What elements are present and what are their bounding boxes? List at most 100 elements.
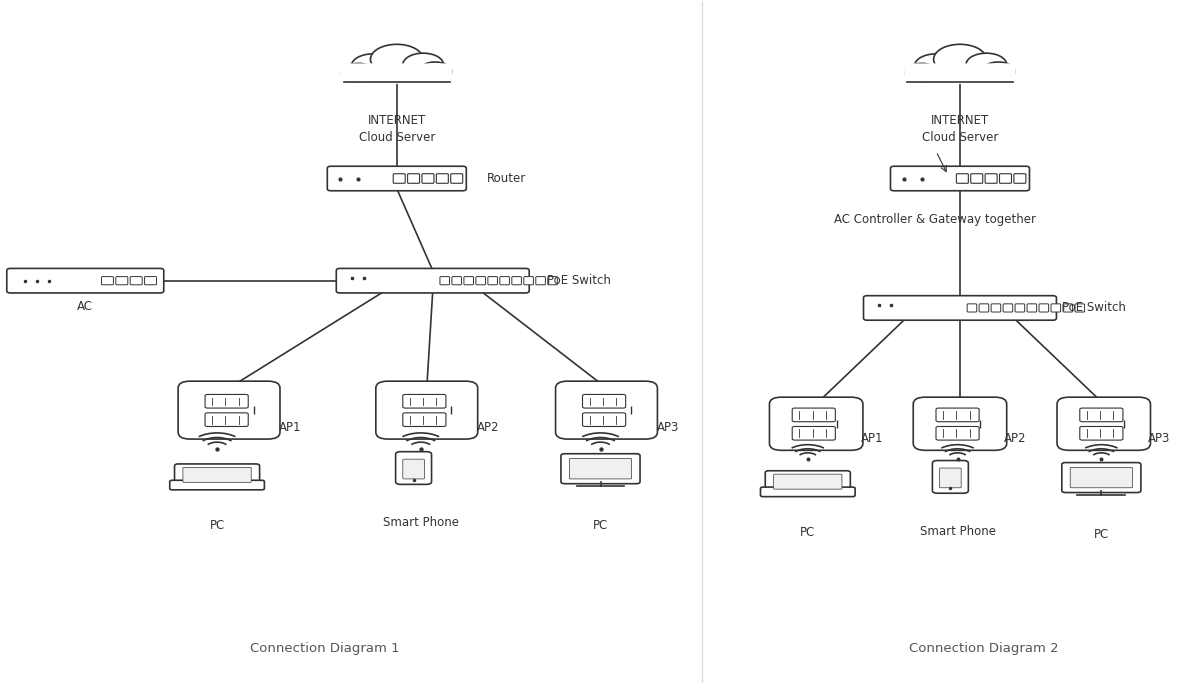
FancyBboxPatch shape bbox=[402, 395, 446, 408]
FancyBboxPatch shape bbox=[115, 276, 127, 285]
FancyBboxPatch shape bbox=[991, 304, 1000, 312]
FancyBboxPatch shape bbox=[864, 295, 1057, 320]
FancyBboxPatch shape bbox=[183, 467, 251, 482]
FancyBboxPatch shape bbox=[904, 64, 1015, 83]
Text: Router: Router bbox=[486, 172, 526, 185]
Text: Smart Phone: Smart Phone bbox=[383, 516, 459, 529]
FancyBboxPatch shape bbox=[582, 413, 626, 426]
Text: PC: PC bbox=[209, 519, 225, 532]
Text: PC: PC bbox=[800, 526, 815, 539]
FancyBboxPatch shape bbox=[450, 174, 462, 183]
Circle shape bbox=[904, 64, 938, 83]
FancyBboxPatch shape bbox=[548, 276, 557, 285]
Text: INTERNET
Cloud Server: INTERNET Cloud Server bbox=[359, 114, 435, 144]
FancyBboxPatch shape bbox=[1051, 304, 1060, 312]
Text: PoE Switch: PoE Switch bbox=[1062, 302, 1125, 315]
FancyBboxPatch shape bbox=[174, 464, 259, 487]
FancyBboxPatch shape bbox=[376, 381, 478, 439]
Text: Smart Phone: Smart Phone bbox=[920, 525, 996, 538]
FancyBboxPatch shape bbox=[407, 174, 419, 183]
FancyBboxPatch shape bbox=[476, 276, 485, 285]
FancyBboxPatch shape bbox=[1063, 304, 1072, 312]
Text: AP1: AP1 bbox=[280, 421, 301, 434]
FancyBboxPatch shape bbox=[336, 268, 530, 293]
FancyBboxPatch shape bbox=[395, 451, 431, 484]
Circle shape bbox=[341, 64, 375, 83]
FancyBboxPatch shape bbox=[999, 174, 1011, 183]
FancyBboxPatch shape bbox=[770, 397, 862, 450]
Circle shape bbox=[418, 62, 452, 81]
FancyBboxPatch shape bbox=[205, 413, 249, 426]
FancyBboxPatch shape bbox=[536, 276, 545, 285]
FancyBboxPatch shape bbox=[556, 381, 657, 439]
FancyBboxPatch shape bbox=[169, 480, 264, 490]
FancyBboxPatch shape bbox=[1014, 174, 1026, 183]
FancyBboxPatch shape bbox=[970, 174, 982, 183]
Circle shape bbox=[370, 44, 423, 75]
FancyBboxPatch shape bbox=[793, 408, 836, 422]
FancyBboxPatch shape bbox=[1057, 397, 1151, 450]
FancyBboxPatch shape bbox=[967, 304, 976, 312]
Circle shape bbox=[933, 44, 986, 75]
Text: Connection Diagram 2: Connection Diagram 2 bbox=[909, 642, 1059, 655]
Text: PC: PC bbox=[1094, 528, 1109, 541]
FancyBboxPatch shape bbox=[130, 276, 142, 285]
FancyBboxPatch shape bbox=[936, 408, 979, 422]
FancyBboxPatch shape bbox=[1080, 408, 1123, 422]
Text: AC: AC bbox=[77, 300, 94, 313]
Circle shape bbox=[402, 53, 443, 77]
FancyBboxPatch shape bbox=[890, 166, 1029, 191]
FancyBboxPatch shape bbox=[1003, 304, 1012, 312]
FancyBboxPatch shape bbox=[144, 276, 156, 285]
FancyBboxPatch shape bbox=[985, 174, 997, 183]
FancyBboxPatch shape bbox=[488, 276, 497, 285]
FancyBboxPatch shape bbox=[956, 174, 968, 183]
FancyBboxPatch shape bbox=[436, 174, 448, 183]
Text: PoE Switch: PoE Switch bbox=[546, 274, 610, 287]
FancyBboxPatch shape bbox=[500, 276, 509, 285]
Circle shape bbox=[914, 54, 957, 79]
FancyBboxPatch shape bbox=[422, 174, 434, 183]
FancyBboxPatch shape bbox=[7, 268, 163, 293]
FancyBboxPatch shape bbox=[328, 166, 466, 191]
FancyBboxPatch shape bbox=[936, 426, 979, 440]
FancyBboxPatch shape bbox=[341, 64, 452, 83]
FancyBboxPatch shape bbox=[512, 276, 521, 285]
Circle shape bbox=[351, 54, 394, 79]
FancyBboxPatch shape bbox=[1070, 467, 1133, 488]
FancyBboxPatch shape bbox=[569, 458, 632, 479]
FancyBboxPatch shape bbox=[402, 459, 424, 479]
FancyBboxPatch shape bbox=[1015, 304, 1024, 312]
FancyBboxPatch shape bbox=[582, 395, 626, 408]
FancyBboxPatch shape bbox=[793, 426, 836, 440]
FancyBboxPatch shape bbox=[1039, 304, 1048, 312]
FancyBboxPatch shape bbox=[932, 460, 968, 493]
Circle shape bbox=[981, 62, 1015, 81]
Text: AP2: AP2 bbox=[477, 421, 500, 434]
Text: AP3: AP3 bbox=[657, 421, 680, 434]
FancyBboxPatch shape bbox=[939, 468, 961, 488]
Text: Connection Diagram 1: Connection Diagram 1 bbox=[250, 642, 400, 655]
Text: AP2: AP2 bbox=[1004, 432, 1027, 445]
FancyBboxPatch shape bbox=[1075, 304, 1085, 312]
FancyBboxPatch shape bbox=[1080, 426, 1123, 440]
Circle shape bbox=[966, 53, 1006, 77]
FancyBboxPatch shape bbox=[464, 276, 473, 285]
Text: AC Controller & Gateway together: AC Controller & Gateway together bbox=[835, 213, 1036, 226]
FancyBboxPatch shape bbox=[760, 487, 855, 497]
FancyBboxPatch shape bbox=[440, 276, 449, 285]
FancyBboxPatch shape bbox=[773, 474, 842, 489]
FancyBboxPatch shape bbox=[178, 381, 280, 439]
FancyBboxPatch shape bbox=[913, 397, 1006, 450]
FancyBboxPatch shape bbox=[1027, 304, 1036, 312]
FancyBboxPatch shape bbox=[1062, 462, 1141, 492]
Text: AP1: AP1 bbox=[860, 432, 883, 445]
FancyBboxPatch shape bbox=[452, 276, 461, 285]
FancyBboxPatch shape bbox=[205, 395, 249, 408]
FancyBboxPatch shape bbox=[402, 413, 446, 426]
FancyBboxPatch shape bbox=[561, 453, 640, 484]
FancyBboxPatch shape bbox=[524, 276, 533, 285]
FancyBboxPatch shape bbox=[393, 174, 405, 183]
FancyBboxPatch shape bbox=[101, 276, 113, 285]
Text: PC: PC bbox=[593, 519, 608, 532]
